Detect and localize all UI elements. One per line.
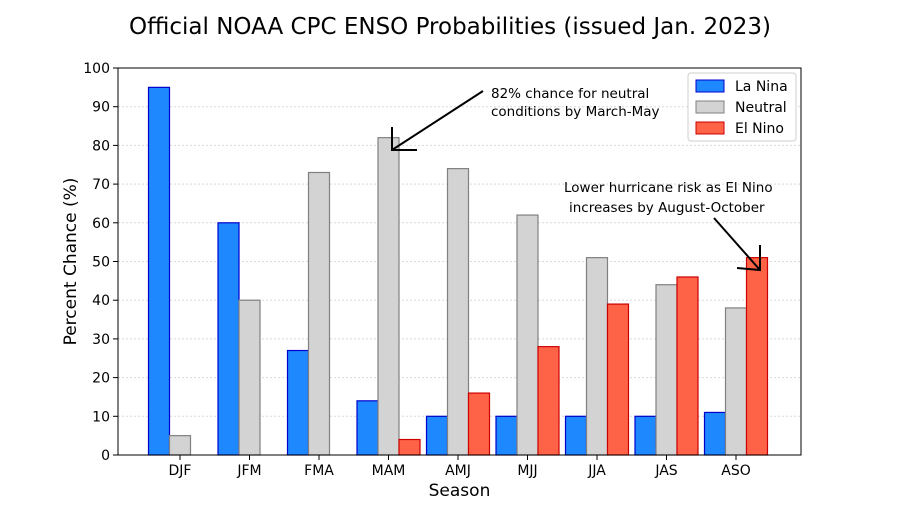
bar-la-nina-mam xyxy=(356,400,379,456)
bar-neutral-djf xyxy=(168,435,192,456)
bar-la-nina-aso xyxy=(703,411,727,456)
x-tick-label: AMJ xyxy=(445,463,471,479)
annotations: 82% chance for neutral conditions by Mar… xyxy=(391,86,773,272)
x-axis-ticks: DJF JFM FMA MAM AMJ MJJ JJA JAS ASO xyxy=(169,455,751,479)
bar-el-nino-jas xyxy=(676,276,699,456)
x-axis-label: Season xyxy=(429,481,491,501)
annotation-elnino-line-2: increases by August-October xyxy=(569,200,765,216)
legend-swatch xyxy=(695,121,725,135)
x-tick-label: JFM xyxy=(236,463,261,479)
annotation-neutral-line-1: 82% chance for neutral xyxy=(491,86,649,102)
bar-neutral-jja xyxy=(585,257,609,456)
legend-label: La Nina xyxy=(735,79,788,95)
y-tick-label: 100 xyxy=(83,61,110,77)
bar-la-nina-jfm xyxy=(217,222,240,456)
y-tick-label: 50 xyxy=(92,255,110,271)
y-axis-ticks: 0 10 20 30 40 50 60 70 80 90 100 xyxy=(83,61,118,464)
annotation-neutral-arrow xyxy=(391,90,484,151)
bar-la-nina-mjj xyxy=(495,415,518,456)
chart-title: Official NOAA CPC ENSO Probabilities (is… xyxy=(129,14,771,40)
bar-neutral-jas xyxy=(655,284,678,456)
x-tick-label: MAM xyxy=(372,463,406,479)
bar-el-nino-mam xyxy=(398,438,421,456)
y-tick-label: 30 xyxy=(92,332,110,348)
annotation-neutral-line-2: conditions by March-May xyxy=(491,104,660,120)
bar-neutral-mam xyxy=(377,137,400,456)
legend: La Nina Neutral El Nino xyxy=(687,72,797,142)
y-tick-label: 70 xyxy=(92,177,110,193)
legend-swatch xyxy=(695,79,725,93)
bar-neutral-fma xyxy=(307,171,331,456)
x-tick-label: JJA xyxy=(587,463,606,479)
y-tick-label: 60 xyxy=(92,216,110,232)
bar-neutral-mjj xyxy=(516,214,539,456)
bar-neutral-aso xyxy=(724,307,748,456)
legend-swatch xyxy=(695,100,725,114)
bar-el-nino-amj xyxy=(467,392,491,456)
legend-label: Neutral xyxy=(735,100,787,116)
bar-la-nina-fma xyxy=(286,349,310,456)
bar-la-nina-jja xyxy=(564,415,588,456)
annotation-elnino-line-1: Lower hurricane risk as El Nino xyxy=(564,180,773,196)
y-axis-label: Percent Chance (%) xyxy=(61,178,81,346)
x-tick-label: JAS xyxy=(654,463,677,479)
bar-neutral-amj xyxy=(446,168,470,456)
y-tick-label: 80 xyxy=(92,138,110,154)
bars xyxy=(147,86,769,456)
bar-la-nina-amj xyxy=(425,415,449,456)
annotation-elnino-arrow xyxy=(713,217,761,272)
x-tick-label: DJF xyxy=(169,463,192,479)
bar-el-nino-jja xyxy=(606,303,630,456)
bar-el-nino-mjj xyxy=(537,346,560,456)
x-tick-label: ASO xyxy=(721,463,750,479)
bar-el-nino-aso xyxy=(745,257,769,456)
bar-neutral-jfm xyxy=(238,299,261,456)
legend-label: El Nino xyxy=(735,121,784,137)
y-tick-label: 0 xyxy=(101,448,110,464)
bar-la-nina-jas xyxy=(634,415,657,456)
y-tick-label: 40 xyxy=(92,293,110,309)
y-tick-label: 90 xyxy=(92,100,110,116)
bar-la-nina-djf xyxy=(147,86,171,456)
x-tick-label: FMA xyxy=(304,463,334,479)
x-tick-label: MJJ xyxy=(517,463,537,479)
y-tick-label: 10 xyxy=(92,409,110,425)
legend-items: La Nina Neutral El Nino xyxy=(695,79,788,137)
y-tick-label: 20 xyxy=(92,371,110,387)
